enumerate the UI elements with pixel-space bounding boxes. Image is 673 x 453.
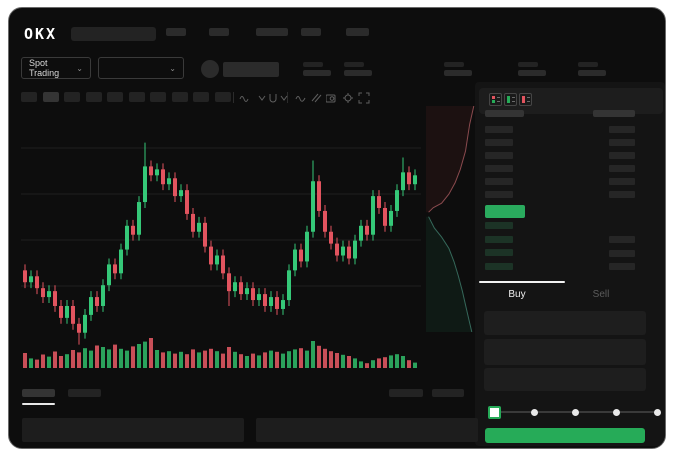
trade-row	[609, 249, 635, 257]
camera-icon[interactable]	[326, 92, 338, 104]
indicator-wave-icon[interactable]	[295, 92, 307, 104]
trade-row	[609, 139, 635, 146]
trade-row	[609, 263, 635, 270]
depth-chart	[426, 106, 475, 332]
timeframe-button[interactable]	[85, 92, 102, 102]
book-asks-only-icon[interactable]	[519, 93, 532, 106]
bottom-action[interactable]	[432, 389, 464, 397]
timeframe-button[interactable]	[193, 92, 209, 102]
chevron-down-icon[interactable]	[256, 92, 268, 104]
bid-row	[485, 235, 513, 243]
timeframe-button[interactable]	[107, 92, 123, 102]
book-bids-only-icon[interactable]	[504, 93, 517, 106]
ask-row	[485, 191, 513, 198]
search-input[interactable]	[71, 27, 156, 41]
ask-row	[485, 139, 513, 146]
timeframe-button[interactable]	[128, 92, 145, 102]
stat-value	[578, 70, 606, 76]
trade-row	[609, 178, 635, 185]
nav-item[interactable]	[346, 28, 369, 36]
stat-value	[344, 70, 372, 76]
orderbook-header-right	[593, 110, 635, 117]
stat-label	[344, 62, 364, 67]
order-input[interactable]	[484, 339, 646, 365]
app-window: OKX Spot Trading ⌄ ⌄	[8, 7, 666, 449]
chevron-down-icon[interactable]	[278, 92, 290, 104]
timeframe-button[interactable]	[64, 92, 80, 102]
timeframe-button[interactable]	[171, 92, 188, 102]
settings-icon[interactable]	[342, 92, 354, 104]
trade-row	[609, 126, 635, 133]
bottom-active-tab-underline	[22, 403, 55, 405]
stat-label	[578, 62, 598, 67]
stat-label	[303, 62, 323, 67]
nav-item[interactable]	[166, 28, 186, 36]
pair-name-skeleton	[223, 62, 279, 77]
slider-stop[interactable]	[654, 409, 661, 416]
active-tab-indicator	[479, 281, 565, 283]
ask-row	[485, 165, 513, 172]
bottom-tab[interactable]	[68, 389, 101, 397]
tab-sell[interactable]: Sell	[592, 289, 610, 300]
bid-row	[485, 222, 513, 229]
stat-label	[444, 62, 464, 67]
trade-row	[609, 236, 635, 243]
stat-label	[518, 62, 538, 67]
buy-submit-button[interactable]	[485, 428, 645, 443]
timeframe-button[interactable]	[21, 92, 37, 102]
market-type-label: Spot Trading	[29, 58, 60, 78]
timeframe-button[interactable]	[42, 92, 59, 102]
nav-item[interactable]	[301, 28, 321, 36]
slider-stop[interactable]	[572, 409, 579, 416]
trade-row	[609, 191, 635, 198]
slider-stop[interactable]	[613, 409, 620, 416]
orderbook-header-left	[485, 110, 524, 117]
bid-row	[485, 249, 513, 256]
chevron-down-icon: ⌄	[169, 63, 176, 73]
timeframe-button[interactable]	[150, 92, 166, 102]
draw-lines-icon[interactable]	[310, 92, 322, 104]
magnet-icon[interactable]	[267, 92, 279, 104]
slider-handle[interactable]	[488, 406, 501, 419]
stat-value	[518, 70, 546, 76]
history-panel-skeleton	[256, 418, 478, 442]
ask-row	[485, 178, 513, 185]
market-type-dropdown[interactable]: Spot Trading ⌄	[21, 57, 91, 79]
last-price-block[interactable]	[485, 205, 525, 218]
bid-row	[485, 262, 513, 270]
tab-buy[interactable]: Buy	[508, 289, 526, 300]
line-style-icon[interactable]	[239, 92, 251, 104]
order-input[interactable]	[484, 311, 646, 335]
trade-row	[609, 152, 635, 159]
orders-panel-skeleton	[22, 418, 244, 442]
fullscreen-icon[interactable]	[358, 92, 370, 104]
slider-stop[interactable]	[531, 409, 538, 416]
stat-value	[444, 70, 472, 76]
candlestick-chart	[21, 142, 421, 368]
bottom-tab[interactable]	[22, 389, 55, 397]
okx-logo: OKX	[24, 25, 58, 43]
nav-item[interactable]	[209, 28, 229, 36]
ask-row	[485, 126, 513, 133]
stat-value	[303, 70, 331, 76]
order-input[interactable]	[484, 368, 646, 391]
timeframe-button[interactable]	[214, 92, 231, 102]
trade-row	[609, 165, 635, 172]
ask-row	[485, 152, 513, 159]
coin-avatar	[201, 60, 219, 78]
book-combined-icon[interactable]	[489, 93, 502, 106]
chevron-down-icon: ⌄	[76, 63, 83, 73]
bottom-action[interactable]	[389, 389, 423, 397]
nav-item[interactable]	[256, 28, 288, 36]
pair-select[interactable]: ⌄	[98, 57, 184, 79]
